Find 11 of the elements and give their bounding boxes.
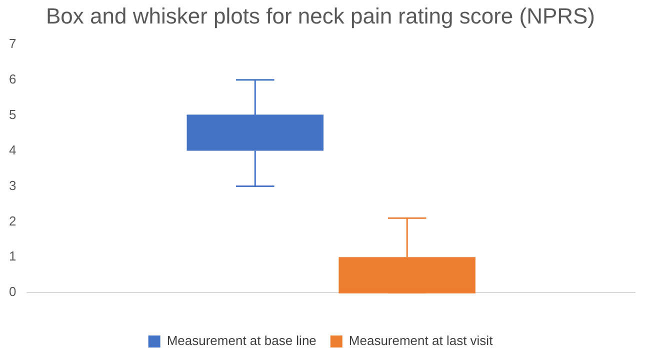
- y-tick-label: 5: [8, 106, 16, 122]
- y-tick-label: 1: [8, 248, 16, 264]
- chart-title: Box and whisker plots for neck pain rating score (NPRS): [46, 3, 596, 28]
- y-tick-label: 7: [8, 36, 16, 51]
- y-tick-label: 0: [8, 284, 16, 300]
- y-tick-label: 2: [8, 213, 16, 228]
- legend-label: Measurement at last visit: [348, 333, 494, 348]
- y-tick-label: 6: [8, 71, 16, 86]
- y-tick-label: 3: [8, 178, 16, 193]
- legend-label: Measurement at base line: [166, 333, 316, 348]
- y-tick-label: 4: [8, 142, 16, 158]
